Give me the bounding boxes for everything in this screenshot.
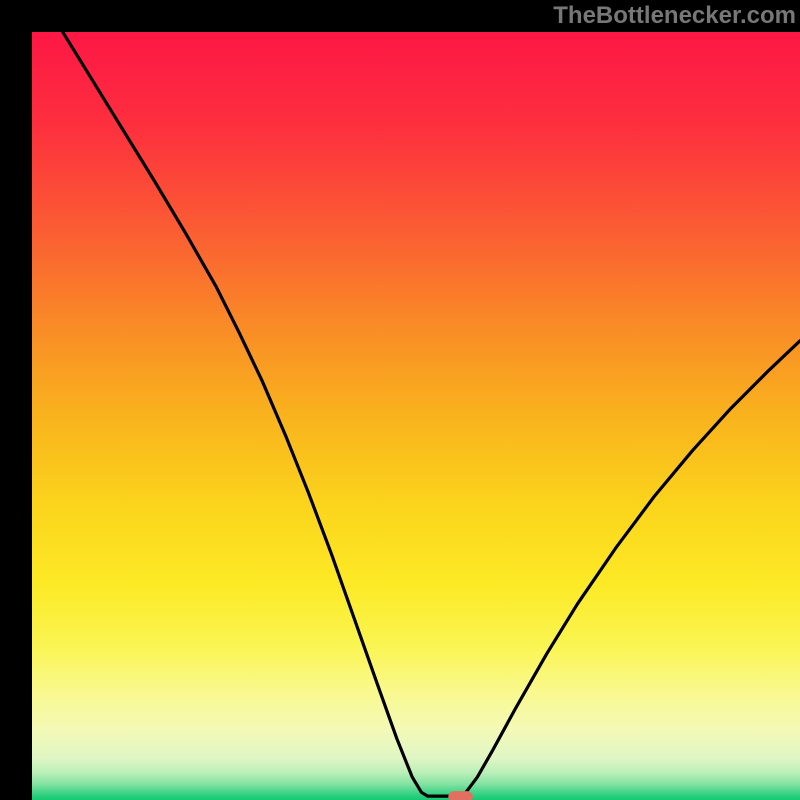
minimum-marker-icon (448, 791, 473, 800)
bottleneck-chart (0, 0, 800, 800)
watermark-text: TheBottlenecker.com (553, 2, 796, 30)
plot-background (32, 32, 800, 800)
chart-frame: TheBottlenecker.com (0, 0, 800, 800)
